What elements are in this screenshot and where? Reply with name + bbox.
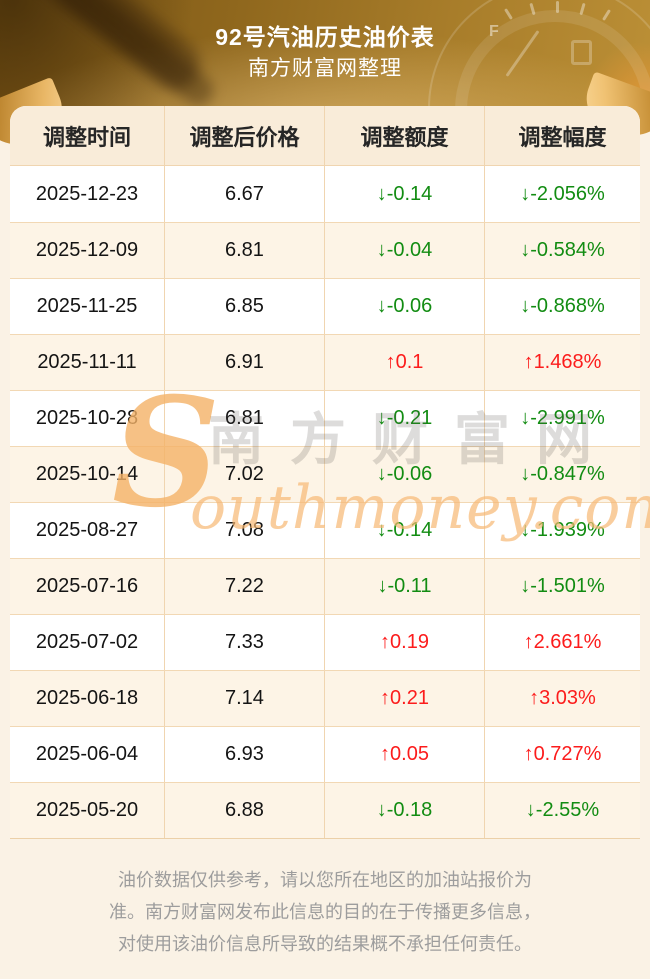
table-row: 2025-07-16 7.22 ↓-0.11 ↓-1.501% (10, 558, 640, 614)
table-row: 2025-12-23 6.67 ↓-0.14 ↓-2.056% (10, 166, 640, 222)
cell-adjusted-price: 7.02 (165, 447, 325, 502)
page-subtitle: 南方财富网整理 (248, 57, 402, 80)
cell-adjust-date: 2025-07-16 (10, 559, 165, 614)
page-title: 92号汽油历史油价表 (215, 24, 435, 50)
cell-adjusted-price: 7.08 (165, 503, 325, 558)
cell-adjust-amount: ↓-0.21 (325, 391, 485, 446)
cell-adjust-range: ↓-1.501% (520, 575, 605, 597)
cell-adjust-range: ↑2.661% (523, 631, 602, 653)
cell-adjust-date: 2025-10-28 (10, 391, 165, 446)
column-header-adjust-time: 调整时间 (10, 106, 165, 165)
cell-adjust-date: 2025-12-09 (10, 223, 165, 278)
cell-adjusted-price: 6.88 (165, 783, 325, 838)
table-row: 2025-10-14 7.02 ↓-0.06 ↓-0.847% (10, 446, 640, 502)
cell-adjust-date: 2025-05-20 (10, 783, 165, 838)
cell-adjust-range: ↓-2.991% (520, 407, 605, 429)
cell-adjust-range: ↑0.727% (523, 743, 602, 765)
table-row: 2025-06-04 6.93 ↑0.05 ↑0.727% (10, 726, 640, 782)
cell-adjust-date: 2025-06-18 (10, 671, 165, 726)
cell-adjust-amount: ↓-0.06 (325, 279, 485, 334)
cell-adjust-amount: ↓-0.04 (325, 223, 485, 278)
disclaimer-line: 准。南方财富网发布此信息的目的在于传播更多信息， (109, 902, 541, 922)
cell-adjust-amount: ↑0.21 (325, 671, 485, 726)
cell-adjust-range: ↓-2.55% (525, 799, 600, 821)
table-row: 2025-05-20 6.88 ↓-0.18 ↓-2.55% (10, 782, 640, 838)
table-header-row: 调整时间 调整后价格 调整额度 调整幅度 (10, 106, 640, 166)
cell-adjusted-price: 6.91 (165, 335, 325, 390)
cell-adjust-date: 2025-11-11 (10, 335, 165, 390)
disclaimer-line: 油价数据仅供参考，请以您所在地区的加油站报价为 (118, 870, 532, 890)
cell-adjust-amount: ↓-0.18 (325, 783, 485, 838)
cell-adjust-range: ↓-0.584% (520, 239, 605, 261)
cell-adjusted-price: 6.81 (165, 223, 325, 278)
disclaimer: 油价数据仅供参考，请以您所在地区的加油站报价为 准。南方财富网发布此信息的目的在… (80, 864, 570, 960)
table-row: 2025-12-09 6.81 ↓-0.04 ↓-0.584% (10, 222, 640, 278)
banner: F 92号汽油历史油价表 南方财富网整理 (0, 0, 650, 112)
gauge-tick-icon (556, 1, 559, 13)
table-row: 2025-07-02 7.33 ↑0.19 ↑2.661% (10, 614, 640, 670)
cell-adjust-amount: ↑0.19 (325, 615, 485, 670)
cell-adjusted-price: 7.33 (165, 615, 325, 670)
cell-adjust-amount: ↑0.1 (325, 335, 485, 390)
cell-adjust-range: ↓-2.056% (520, 182, 605, 205)
cell-adjust-amount: ↓-0.06 (325, 447, 485, 502)
cell-adjust-date: 2025-08-27 (10, 503, 165, 558)
table-body: 2025-12-23 6.67 ↓-0.14 ↓-2.056% 2025-12-09 6.… (10, 166, 640, 838)
cell-adjust-date: 2025-10-14 (10, 447, 165, 502)
cell-adjust-range: ↓-1.939% (520, 519, 605, 541)
cell-adjust-date: 2025-07-02 (10, 615, 165, 670)
cell-adjust-amount: ↓-0.11 (325, 559, 485, 614)
cell-adjust-range: ↑3.03% (529, 687, 596, 709)
table-row: 2025-06-18 7.14 ↑0.21 ↑3.03% (10, 670, 640, 726)
cell-adjust-date: 2025-06-04 (10, 727, 165, 782)
cell-adjust-amount: ↓-0.14 (325, 503, 485, 558)
cell-adjusted-price: 6.67 (165, 166, 325, 222)
fuel-pump-icon (571, 40, 592, 65)
cell-adjust-date: 2025-12-23 (10, 166, 165, 222)
column-header-adjust-amount: 调整额度 (325, 106, 485, 165)
cell-adjust-amount: ↑0.05 (325, 727, 485, 782)
price-table: 调整时间 调整后价格 调整额度 调整幅度 2025-12-23 6.67 ↓-0.1… (10, 106, 640, 839)
disclaimer-line: 对使用该油价信息所导致的结果概不承担任何责任。 (118, 934, 532, 954)
cell-adjust-date: 2025-11-25 (10, 279, 165, 334)
cell-adjusted-price: 7.14 (165, 671, 325, 726)
cell-adjusted-price: 6.81 (165, 391, 325, 446)
cell-adjust-range: ↓-0.847% (520, 463, 605, 485)
gauge-full-label: F (489, 23, 499, 40)
cell-adjusted-price: 6.93 (165, 727, 325, 782)
cell-adjust-range: ↓-0.868% (520, 295, 605, 317)
cell-adjust-amount: ↓-0.14 (325, 166, 485, 222)
cell-adjusted-price: 7.22 (165, 559, 325, 614)
table-row: 2025-11-11 6.91 ↑0.1 ↑1.468% (10, 334, 640, 390)
cell-adjust-range: ↑1.468% (523, 351, 602, 373)
column-header-adjust-range: 调整幅度 (518, 124, 607, 150)
cell-adjusted-price: 6.85 (165, 279, 325, 334)
table-row: 2025-10-28 6.81 ↓-0.21 ↓-2.991% (10, 390, 640, 446)
table-row: 2025-08-27 7.08 ↓-0.14 ↓-1.939% (10, 502, 640, 558)
column-header-adjusted-price: 调整后价格 (165, 106, 325, 165)
table-row: 2025-11-25 6.85 ↓-0.06 ↓-0.868% (10, 278, 640, 334)
